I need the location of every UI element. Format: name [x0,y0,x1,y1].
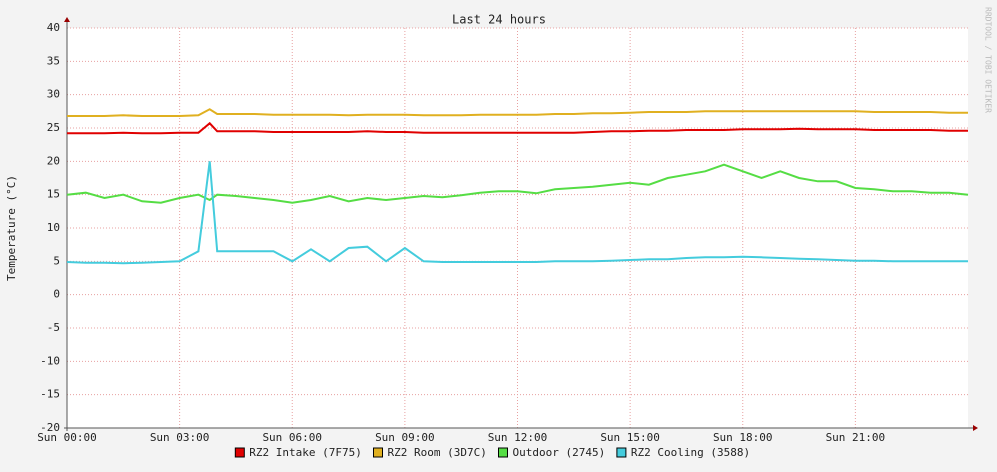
x-tick-label: Sun 18:00 [713,431,773,444]
y-tick-label: -20 [40,421,60,434]
y-tick-label: 20 [47,154,60,167]
legend-swatch [234,447,245,458]
legend-label: RZ2 Intake (7F75) [249,446,362,459]
legend-swatch [498,447,508,458]
axis-arrow [64,17,70,22]
series-line [66,161,968,265]
legend-swatch [373,447,383,458]
legend-swatch [616,447,627,458]
legend-label: RZ2 Room (3D7C) [388,446,487,459]
y-tick-label: -15 [40,388,60,401]
series-line [67,108,968,117]
y-tick-label: 0 [53,288,60,301]
y-tick-label: 10 [47,221,60,234]
y-tick-label: 35 [47,54,60,67]
legend-label: Outdoor (2745) [513,446,606,459]
y-tick-label: -10 [40,354,60,367]
x-tick-label: Sun 00:00 [37,431,97,444]
series-line [67,121,968,135]
x-tick-label: Sun 09:00 [375,431,435,444]
axis-arrow [973,425,978,431]
y-tick-label: 25 [47,121,60,134]
series-line [66,163,969,204]
y-tick-label: 40 [47,21,60,34]
chart-title: Last 24 hours [452,13,546,27]
y-tick-label: -5 [47,321,60,334]
legend-label: RZ2 Cooling (3588) [631,446,750,459]
x-tick-label: Sun 21:00 [826,431,886,444]
x-tick-label: Sun 15:00 [600,431,660,444]
x-tick-label: Sun 12:00 [488,431,548,444]
y-tick-label: 15 [47,188,60,201]
y-tick-label: 5 [53,254,60,267]
x-tick-label: Sun 03:00 [150,431,210,444]
y-axis-label: Temperature (°C) [5,175,18,281]
x-tick-label: Sun 06:00 [262,431,322,444]
y-tick-label: 30 [47,88,60,101]
watermark: RRDTOOL / TOBI OETIKER [984,7,993,113]
